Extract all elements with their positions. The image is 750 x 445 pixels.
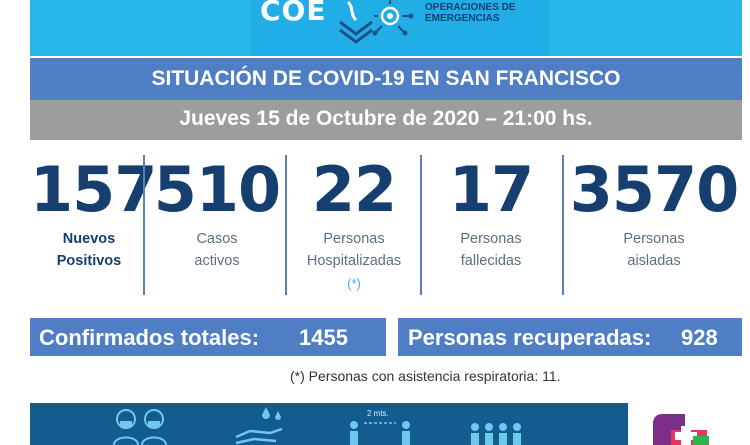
footnote-mark: (*)	[347, 276, 361, 291]
stat-label: Personas	[623, 231, 685, 247]
health-logo-icon	[653, 414, 709, 445]
recovered-total-label: Personas recuperadas:	[408, 325, 652, 350]
divider	[143, 155, 145, 295]
stat-label: Positivos	[56, 253, 122, 269]
stat-label: fallecidas	[460, 253, 522, 269]
confirmed-total-label: Confirmados totales:	[39, 325, 260, 350]
stat-value: 510	[153, 153, 281, 226]
group-icon	[471, 423, 521, 445]
distance-label: 2 mts.	[367, 409, 389, 418]
stat-aisladas: 3570 Personas aisladas	[565, 152, 743, 272]
page-title: SITUACIÓN DE COVID-19 EN SAN FRANCISCO	[151, 67, 621, 90]
stat-value: 17	[448, 153, 534, 226]
report-date: Jueves 15 de Octubre de 2020 – 21:00 hs.	[179, 107, 593, 130]
title-bar: SITUACIÓN DE COVID-19 EN SAN FRANCISCO	[30, 58, 742, 100]
stat-label: Casos	[196, 231, 238, 247]
stat-nuevos-positivos: 157 Nuevos Positivos	[30, 152, 157, 272]
recovered-total-value: 928	[681, 325, 718, 350]
masked-people-icon	[113, 409, 167, 445]
stat-label: Personas	[460, 231, 522, 247]
coe-subtitle: OPERACIONES DE EMERGENCIAS	[425, 2, 516, 24]
coe-logo-area: COE OPERACIONES DE EMERGENCIAS	[250, 0, 550, 56]
stat-value: 22	[311, 153, 397, 226]
prevention-banner: 2 mts.	[30, 403, 628, 445]
stat-label: Hospitalizadas	[306, 253, 402, 269]
confirmed-total-value: 1455	[299, 325, 348, 350]
hand-washing-icon	[235, 407, 283, 445]
coe-emblem-icon	[339, 0, 414, 44]
stat-label: activos	[194, 253, 240, 269]
recovered-total-box: Personas recuperadas: 928	[398, 318, 742, 356]
stat-label: Nuevos	[62, 231, 116, 247]
divider	[420, 155, 422, 295]
divider	[285, 155, 287, 295]
coe-logo-text: COE	[260, 0, 327, 27]
stat-value: 3570	[569, 153, 740, 226]
stat-casos-activos: 510 Casos activos	[150, 152, 284, 272]
stat-fallecidas: 17 Personas fallecidas	[423, 152, 559, 272]
stat-label: aisladas	[627, 253, 681, 269]
social-distance-icon	[350, 421, 410, 445]
date-bar: Jueves 15 de Octubre de 2020 – 21:00 hs.	[30, 100, 742, 140]
footnote-text: (*) Personas con asistencia respiratoria…	[290, 368, 561, 384]
stat-label: Personas	[323, 231, 385, 247]
stat-value: 157	[30, 153, 157, 226]
confirmed-total-box: Confirmados totales: 1455	[30, 318, 386, 356]
stat-hospitalizadas: 22 Personas Hospitalizadas (*)	[288, 152, 420, 296]
divider	[562, 155, 564, 295]
